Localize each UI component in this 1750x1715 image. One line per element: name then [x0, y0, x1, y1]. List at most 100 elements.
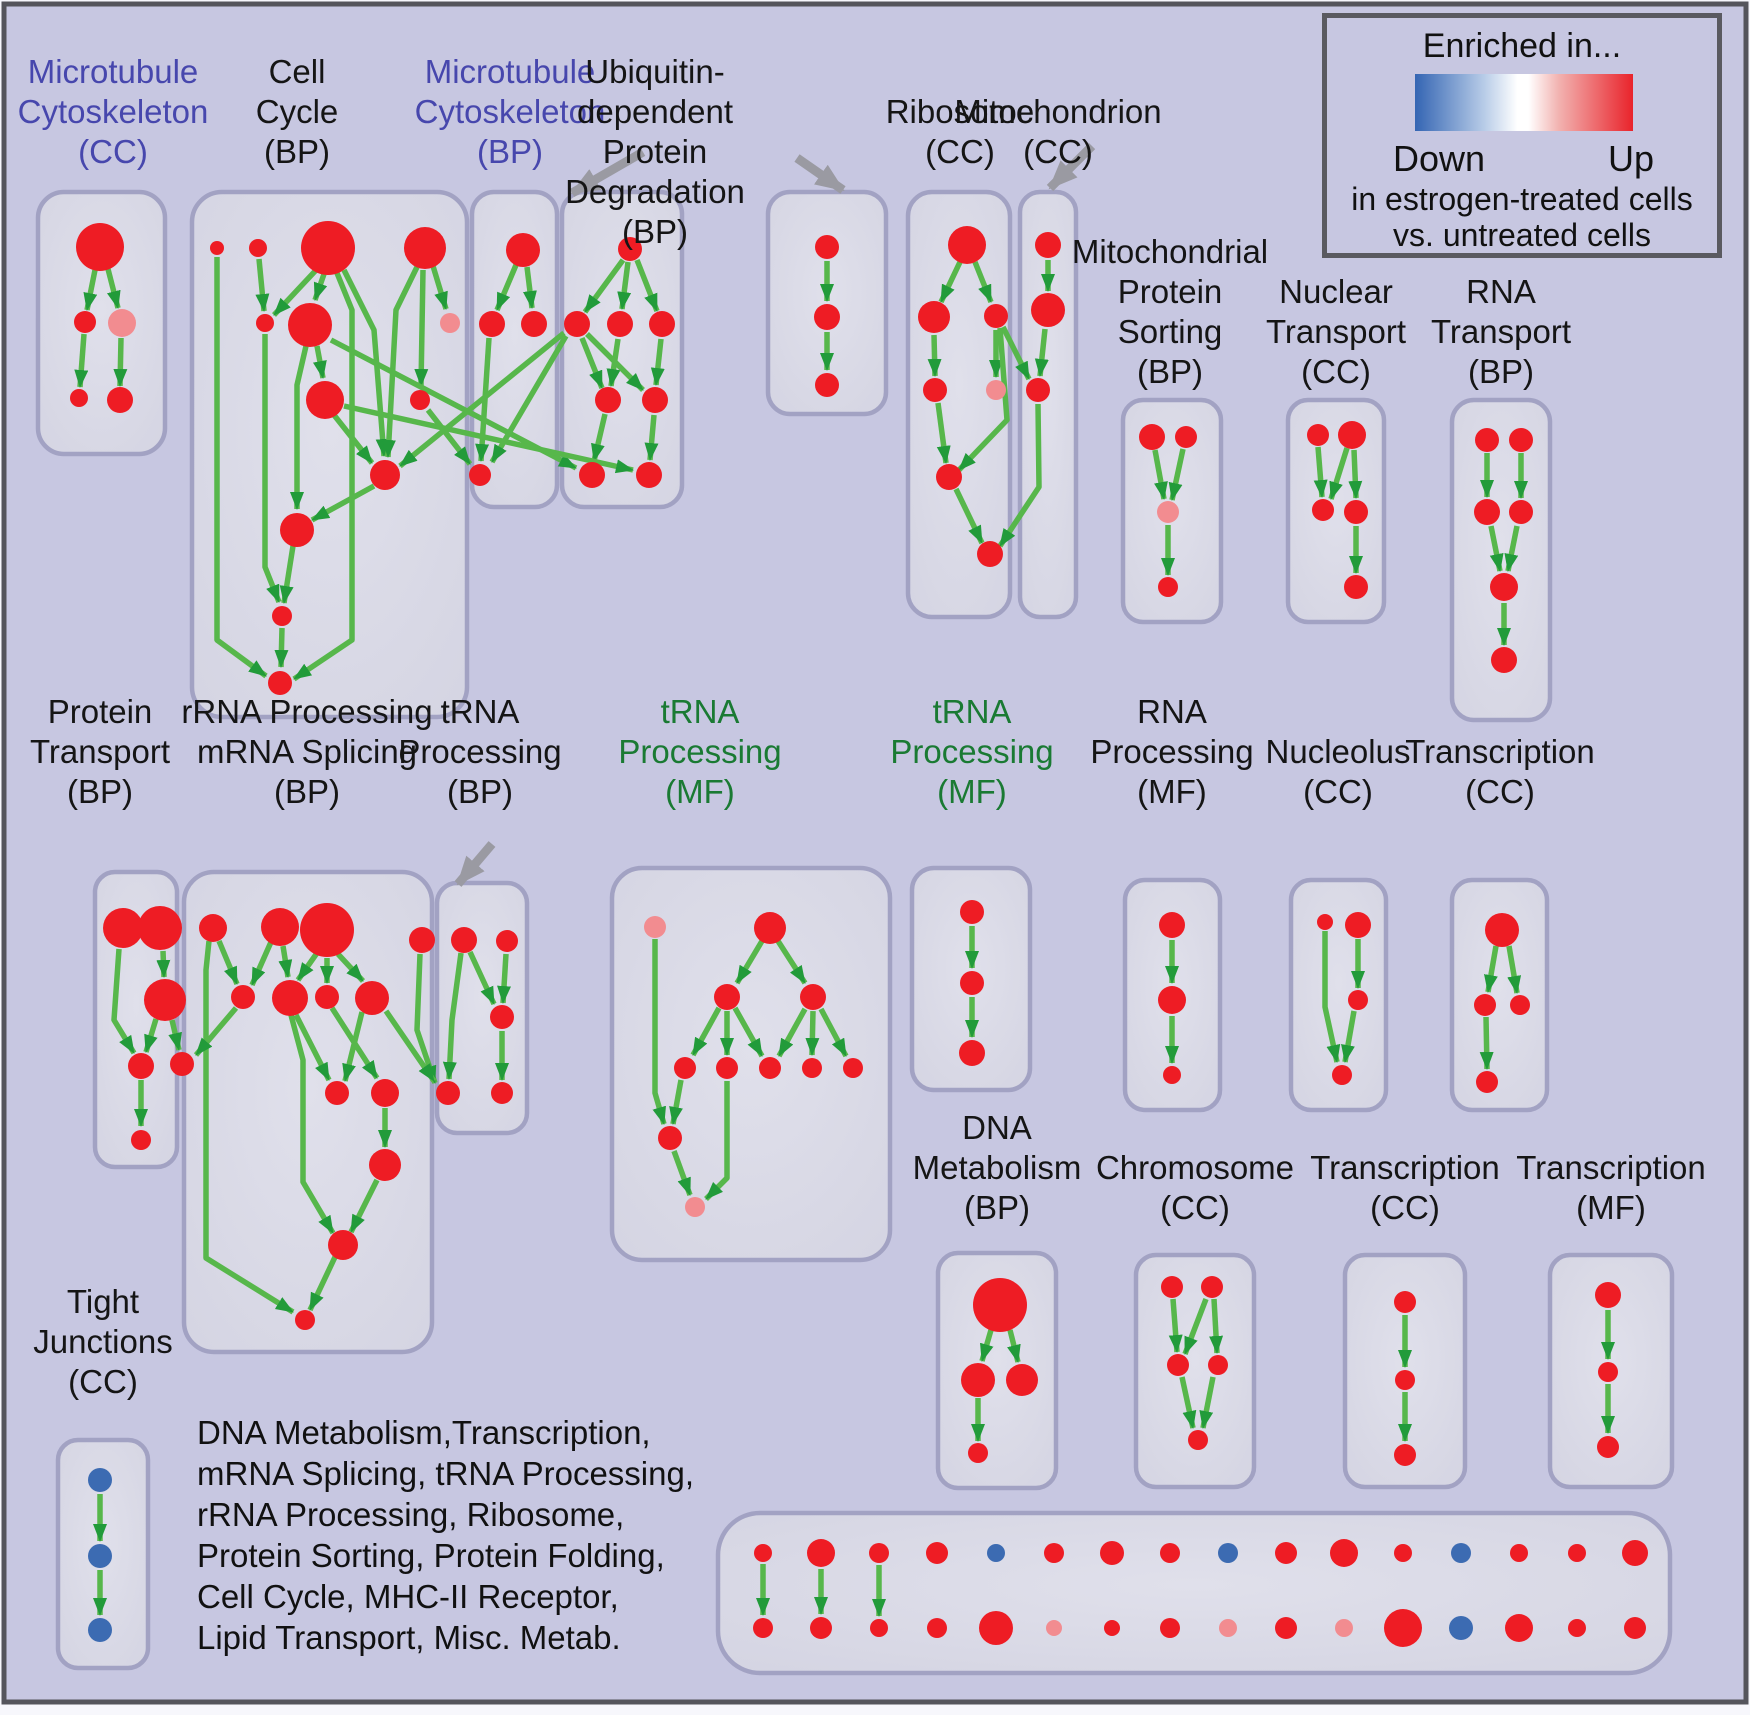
rrna-mrna-bp-edge-1	[203, 940, 295, 1315]
trna-processing-mf-1-box	[609, 865, 893, 1263]
cell-cycle-bp-node-3	[404, 227, 446, 269]
ubiquitin-degradation-bp-2-box	[765, 189, 889, 417]
misc-pathways-node-6	[1100, 1541, 1124, 1565]
cell-cycle-bp-edge-8	[430, 265, 449, 310]
ribosome-cc-edge-5	[935, 402, 951, 464]
label-ubiquitin-degradation-bp: Ubiquitin- dependent Protein Degradation…	[565, 53, 745, 250]
trna-processing-mf-1-node-3	[800, 984, 826, 1010]
rrna-mrna-bp-edge-12	[348, 1178, 380, 1234]
protein-transport-bp-node-1	[138, 906, 182, 950]
dna-metabolism-bp-edge-1	[1007, 1329, 1021, 1363]
microtubule-cytoskeleton-cc-edge-2	[74, 333, 89, 388]
cell-cycle-bp-node-5	[288, 303, 332, 347]
cell-cycle-bp-node-0	[210, 241, 224, 255]
protein-transport-bp-edge-1	[156, 950, 171, 978]
chromosome-cc-edge-2	[1209, 1298, 1224, 1354]
mitochondrion-cc-box	[1017, 189, 1079, 620]
misc-pathways-node-1	[807, 1539, 835, 1567]
label-tight-junctions-cc: Tight Junctions (CC)	[33, 1283, 173, 1400]
rrna-mrna-bp-edge-13	[307, 1255, 338, 1312]
cell-cycle-bp-edge-3	[312, 273, 328, 301]
microtubule-cytoskeleton-bp-edge-0	[494, 263, 519, 312]
trna-processing-mf-1-edge-0	[734, 939, 765, 985]
ubiquitin-degradation-bp-node-4	[595, 387, 621, 413]
rrna-mrna-bp-node-9	[371, 1079, 399, 1107]
misc-pathways-node-18	[870, 1619, 888, 1637]
rrna-mrna-bp-node-5	[272, 980, 308, 1016]
ubiquitin-degradation-bp-edge-3	[579, 336, 605, 390]
misc-pathways-node-9	[1275, 1542, 1297, 1564]
trna-processing-mf-1-edge-2	[690, 1006, 722, 1057]
label-rrna-mrna-bp: rRNA Processing mRNA Splicing (BP)	[181, 693, 433, 810]
rna-processing-mf-node-0	[1159, 912, 1185, 938]
misc-pathways-node-15	[1622, 1540, 1648, 1566]
microtubule-cytoskeleton-cc-edge-3	[113, 337, 128, 387]
microtubule-cytoskeleton-bp-node-1	[479, 311, 505, 337]
ubiquitin-degradation-bp-edge-6	[650, 338, 665, 386]
tight-junctions-cc-node-2	[88, 1618, 112, 1642]
trna-processing-mf-1-node-4	[674, 1057, 696, 1079]
label-rna-transport-bp: RNA Transport (BP)	[1431, 273, 1571, 390]
label-transcription-cc-bottom: Transcription (CC)	[1310, 1149, 1500, 1226]
ubiquitin-degradation-bp-edge-1	[617, 261, 632, 310]
label-nuclear-transport-cc: Nuclear Transport (CC)	[1266, 273, 1406, 390]
misc-pathways-node-25	[1275, 1617, 1297, 1639]
cell-cycle-bp-node-6	[440, 313, 460, 333]
misc-pathways-node-22	[1104, 1620, 1120, 1636]
mitochondrial-protein-sorting-bp-edge-1	[1168, 448, 1186, 501]
protein-transport-bp-node-2	[144, 979, 186, 1021]
cell-cycle-bp-node-1	[249, 239, 267, 257]
rrna-mrna-bp-node-11	[328, 1230, 358, 1260]
trna-processing-bp-edge-0	[467, 950, 497, 1006]
nuclear-transport-cc-node-2	[1312, 499, 1334, 521]
ubiquitin-degradation-bp-edge-2	[634, 258, 660, 313]
trna-processing-bp-node-4	[491, 1082, 513, 1104]
rna-transport-bp-node-1	[1509, 428, 1533, 452]
ribosome-cc-node-3	[923, 378, 947, 402]
cell-cycle-bp-edge-1	[255, 258, 270, 312]
rrna-mrna-bp-node-6	[315, 985, 339, 1009]
rna-processing-mf-node-1	[1158, 986, 1186, 1014]
nuclear-transport-cc-node-0	[1307, 424, 1329, 446]
ubiquitin-degradation-bp-node-5	[642, 387, 668, 413]
microtubule-cytoskeleton-cc-node-1	[74, 311, 96, 333]
transcription-mf-node-1	[1598, 1362, 1618, 1382]
label-dna-metabolism-bp: DNA Metabolism (BP)	[912, 1109, 1082, 1226]
ubiquitin-degradation-bp-edge-5	[585, 332, 645, 392]
ribosome-cc-edge-1	[972, 260, 994, 304]
misc-pathways-node-31	[1624, 1617, 1646, 1639]
cell-cycle-bp-node-2	[301, 221, 355, 275]
trna-processing-mf-1-node-5	[716, 1057, 738, 1079]
nucleolus-cc-edge-2	[1322, 931, 1341, 1063]
misc-pathways-node-23	[1160, 1618, 1180, 1638]
dna-metabolism-bp-node-1	[961, 1363, 995, 1397]
rrna-mrna-bp-edge-2	[249, 940, 274, 987]
misc-pathways-node-0	[754, 1544, 772, 1562]
ribosome-cc-node-2	[984, 304, 1008, 328]
microtubule-cytoskeleton-cc-node-0	[76, 223, 124, 271]
trna-processing-mf-1-edge-7	[818, 1007, 849, 1058]
trna-processing-mf-1-node-9	[658, 1126, 682, 1150]
cell-cycle-bp-node-12	[268, 671, 292, 695]
rna-transport-bp-node-5	[1491, 647, 1517, 673]
ubiquitin-degradation-bp-2-node-1	[814, 304, 840, 330]
trna-processing-mf-1-edge-9	[669, 1079, 684, 1125]
trna-processing-mf-2-node-1	[960, 971, 984, 995]
dna-metabolism-bp-node-2	[1006, 1364, 1038, 1396]
rna-transport-bp-node-3	[1509, 500, 1533, 524]
misc-pathways-node-3	[926, 1542, 948, 1564]
trna-processing-mf-2-node-0	[960, 900, 984, 924]
rrna-mrna-bp-edge-0	[216, 939, 240, 986]
chromosome-cc-node-3	[1208, 1355, 1228, 1375]
cell-cycle-bp-node-10	[280, 513, 314, 547]
transcription-cc-bottom-node-2	[1394, 1444, 1416, 1466]
cell-cycle-bp-node-9	[370, 460, 400, 490]
cross-edge-2	[398, 330, 566, 469]
mitochondrion-cc-node-1	[1031, 293, 1065, 327]
chromosome-cc-node-2	[1167, 1354, 1189, 1376]
trna-processing-mf-1-edge-1	[775, 939, 808, 985]
transcription-mf-node-0	[1595, 1282, 1621, 1308]
label-protein-transport-bp: Protein Transport (BP)	[30, 693, 170, 810]
nucleolus-cc-edge-1	[1341, 1010, 1357, 1063]
